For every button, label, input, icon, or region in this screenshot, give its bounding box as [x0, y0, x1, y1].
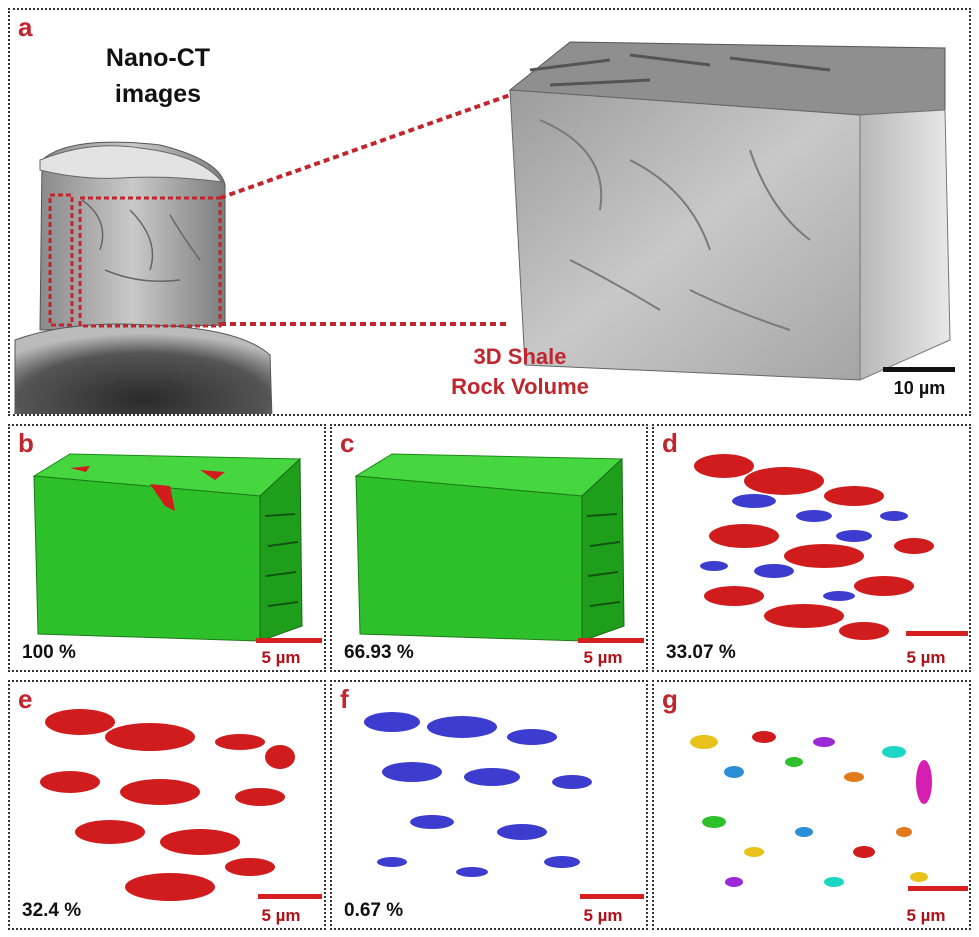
panel-g-letter: g [662, 684, 678, 714]
panel-e-percent: 32.4 % [22, 900, 82, 921]
panel-f-scalebar: 5 µm [568, 906, 638, 926]
nano-ct-title-line1: Nano-CT [105, 44, 211, 72]
panel-d-scale-label: 5 µm [906, 648, 946, 667]
panel-b-percent: 100 % [22, 642, 76, 663]
scale-label-a: 10 µm [893, 378, 946, 398]
labeled-pores-render [690, 731, 968, 891]
rock-volume-label: 3D Shale Rock Volume [390, 342, 650, 402]
panel-c: c 66.93 % 5 µm [330, 424, 648, 672]
panel-g: g 5 µm [652, 680, 971, 930]
panel-d-scalebar: 5 µm [891, 648, 961, 668]
panel-b-scalebar: 5 µm [246, 648, 316, 668]
panel-g-scalebar: 5 µm [891, 906, 961, 926]
panel-e-letter: e [18, 684, 33, 714]
nano-ct-illustration [14, 41, 955, 414]
panel-g-scale-label: 5 µm [906, 906, 946, 925]
panel-c-scalebar: 5 µm [568, 648, 638, 668]
panel-f-scale-label: 5 µm [583, 906, 623, 925]
panel-f-percent: 0.67 % [344, 900, 404, 921]
panel-a-letter: a [18, 12, 33, 42]
panel-c-percent: 66.93 % [344, 642, 414, 663]
red-pore-render [40, 709, 322, 901]
panel-d: d 33.07 % 5 µm [652, 424, 971, 672]
panel-b-scale-label: 5 µm [261, 648, 301, 667]
rock-volume-line2: Rock Volume [451, 374, 589, 399]
panel-d-letter: d [662, 428, 678, 458]
matrix-render [32, 453, 322, 643]
panel-b-letter: b [18, 428, 34, 458]
panel-b: b 100 % 5 µm [8, 424, 326, 672]
panel-f-letter: f [340, 684, 349, 714]
nano-ct-title: Nano-CT images [78, 40, 238, 112]
panel-c-scale-label: 5 µm [583, 648, 623, 667]
panel-d-percent: 33.07 % [666, 642, 736, 663]
rock-volume-line1: 3D Shale [473, 344, 567, 369]
matrix-only-render [354, 453, 644, 643]
panel-f: f 0.67 % 5 µm [330, 680, 648, 930]
panel-c-letter: c [340, 428, 355, 458]
blue-pore-render [364, 712, 644, 899]
panel-e-scale-label: 5 µm [261, 906, 301, 925]
pore-network-render [694, 454, 968, 640]
panel-e-scalebar: 5 µm [246, 906, 316, 926]
panel-e: e 32.4 % 5 µm [8, 680, 326, 930]
panel-a: a Nano-CT images [8, 8, 971, 416]
nano-ct-title-line2: images [114, 80, 202, 108]
